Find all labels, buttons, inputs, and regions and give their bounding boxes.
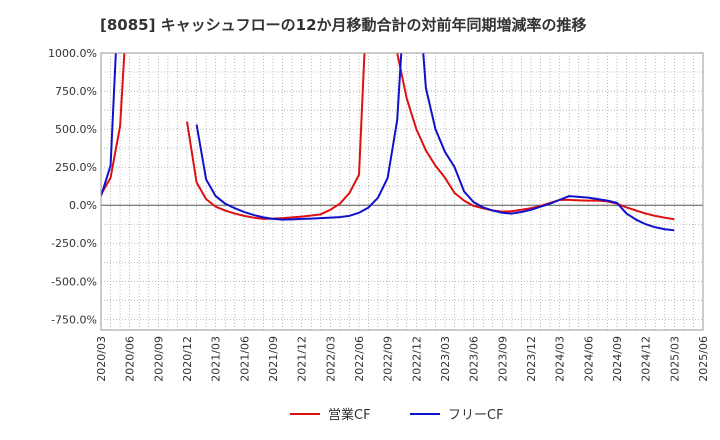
x-tick-label: 2025/03 [668,336,681,382]
legend-label: フリーCF [448,408,504,423]
x-axis-ticks: 2020/03 2020/06 2020/09 2020/12 2021/03 2021/… [95,336,710,382]
y-tick-label: 500.0% [55,123,97,136]
series-layer [101,53,675,232]
x-tick-label: 2021/12 [296,336,309,382]
x-tick-label: 2020/06 [124,336,137,382]
legend-label: 営業CF [328,407,371,423]
x-tick-label: 2023/12 [525,336,538,382]
chart-title: [8085] キャッシュフローの12か月移動合計の対前年同期増減率の推移 [100,16,587,34]
x-tick-label: 2024/12 [640,336,653,382]
x-tick-label: 2020/12 [181,336,194,382]
x-tick-label: 2024/09 [611,336,624,382]
x-tick-label: 2021/03 [210,336,223,382]
legend: 営業CF フリーCF [290,407,504,423]
x-tick-label: 2021/09 [267,336,280,382]
x-tick-label: 2025/06 [697,336,710,382]
x-tick-label: 2022/03 [324,336,337,382]
x-tick-label: 2023/06 [468,336,481,382]
x-tick-label: 2022/12 [410,336,423,382]
y-tick-label: 0.0% [69,199,97,212]
x-tick-label: 2024/03 [554,336,567,382]
y-axis-ticks: 1000.0% 750.0% 500.0% 250.0% 0.0% -250.0% -500… [48,47,97,326]
x-tick-label: 2023/03 [439,336,452,382]
series-line [101,53,675,232]
x-tick-label: 2020/03 [95,336,108,382]
plot-background [101,53,703,330]
x-tick-label: 2020/09 [152,336,165,382]
y-tick-label: 1000.0% [48,47,97,60]
y-tick-label: 750.0% [55,85,97,98]
y-tick-label: -750.0% [51,313,97,326]
x-tick-label: 2023/09 [496,336,509,382]
x-tick-label: 2021/06 [238,336,251,382]
y-tick-label: -250.0% [51,237,97,250]
x-tick-label: 2024/06 [582,336,595,382]
y-tick-label: -500.0% [51,275,97,288]
x-tick-label: 2022/06 [353,336,366,382]
plot-border [100,52,704,331]
x-tick-label: 2022/09 [382,336,395,382]
y-tick-label: 250.0% [55,161,97,174]
